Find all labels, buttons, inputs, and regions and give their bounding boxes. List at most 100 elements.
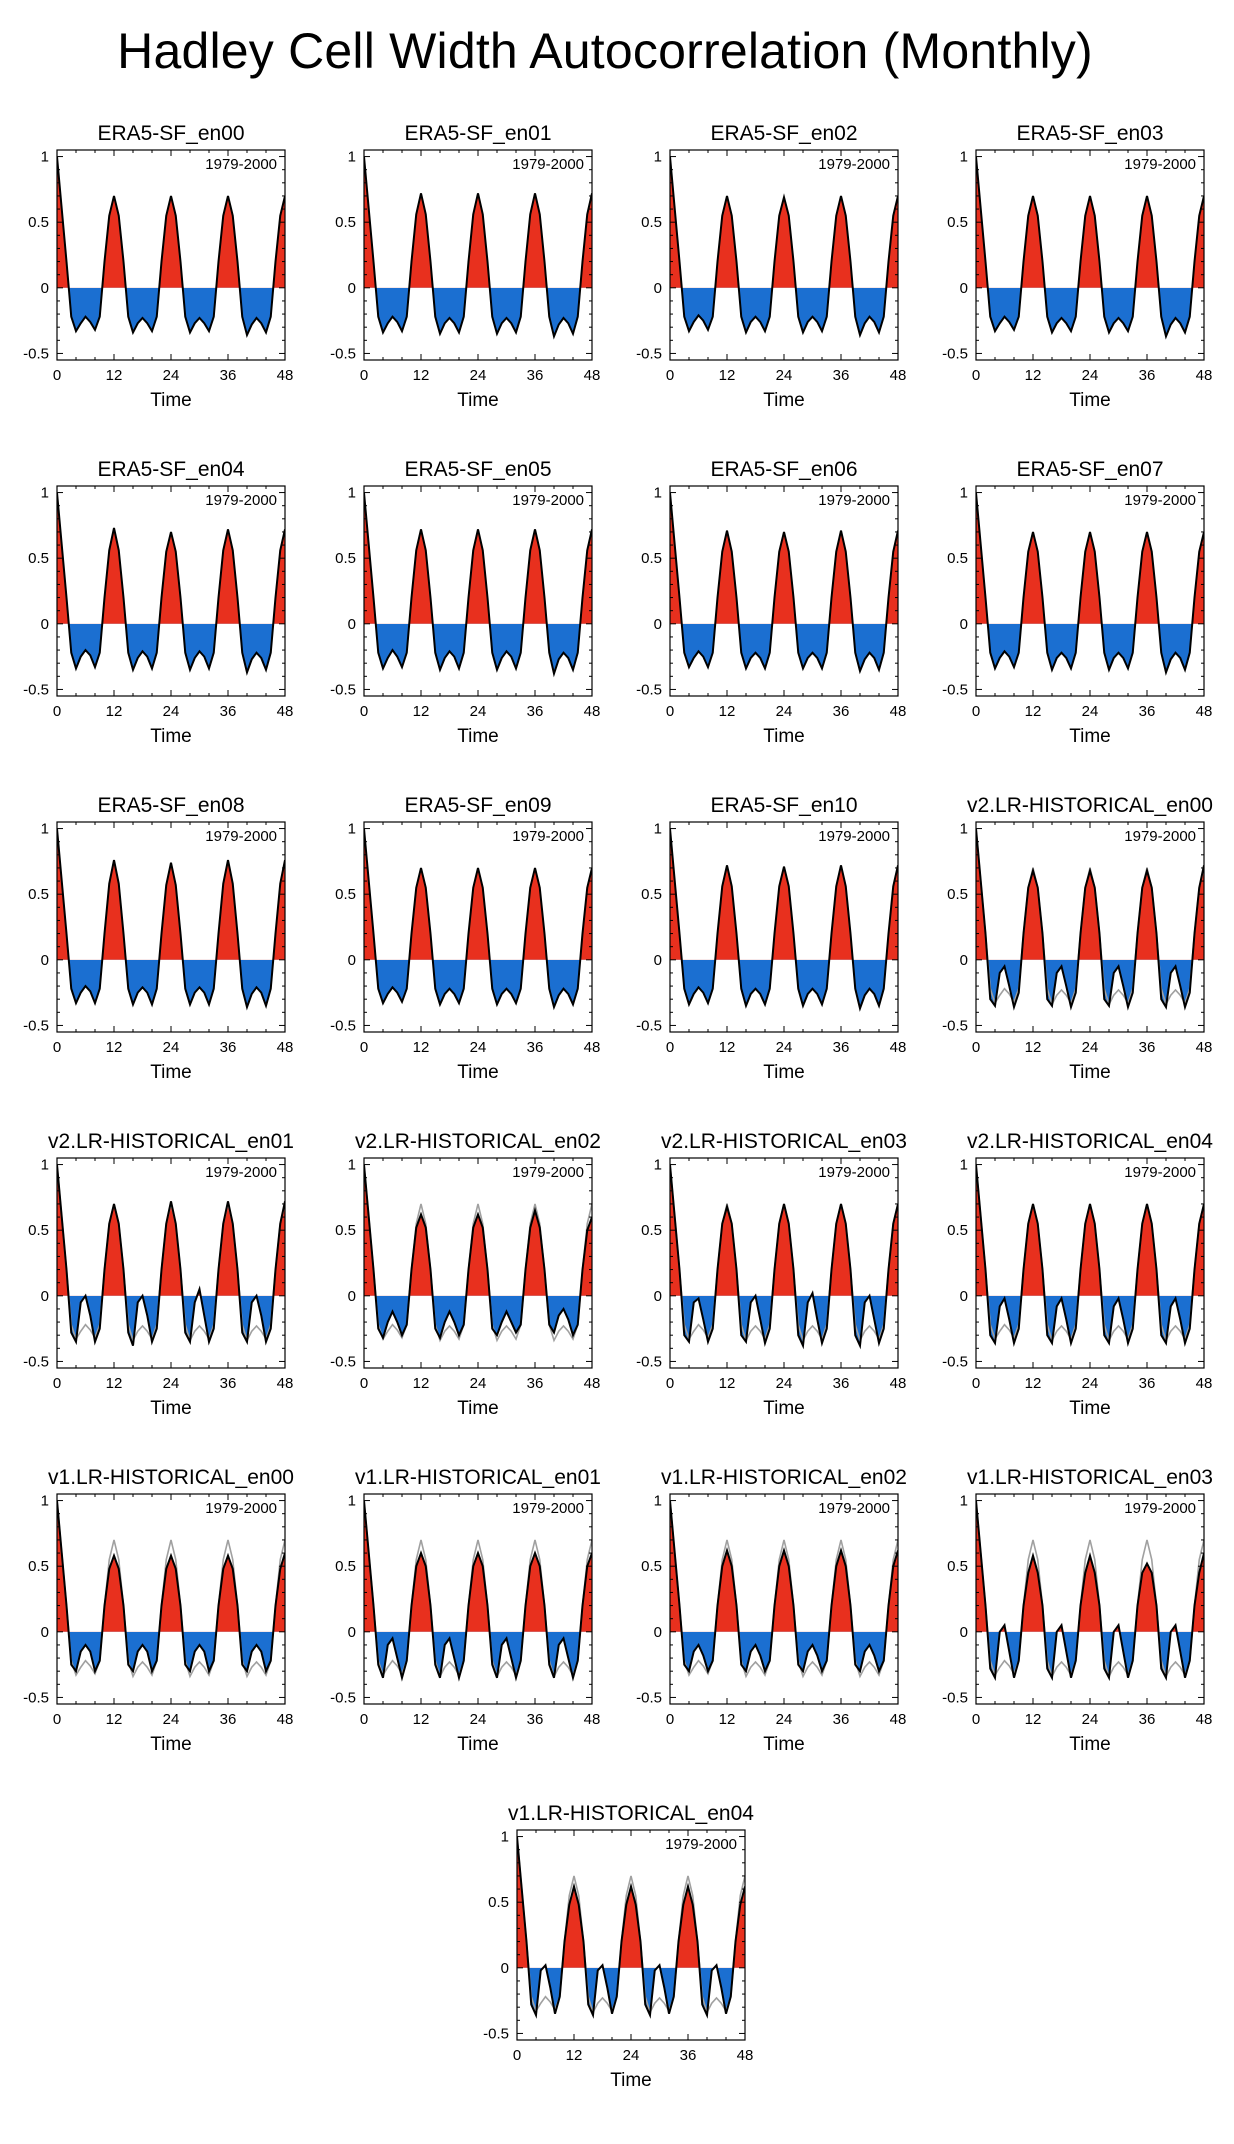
x-tick-label: 0 xyxy=(53,1375,61,1392)
positive-area xyxy=(670,156,898,288)
x-tick-label: 0 xyxy=(972,367,980,384)
x-axis-label: Time xyxy=(1069,390,1111,411)
positive-area xyxy=(364,156,592,288)
x-tick-label: 48 xyxy=(277,1039,294,1056)
series-line xyxy=(57,492,285,676)
negative-area xyxy=(976,287,1204,337)
y-tick-label: -0.5 xyxy=(636,345,662,362)
panel-15: v2.LR-HISTORICAL_en03-0.500.510 12 24 36 48T… xyxy=(636,1130,907,1419)
negative-area xyxy=(976,959,1204,1008)
y-tick-label: 0 xyxy=(960,1288,968,1305)
x-tick-label: 36 xyxy=(833,367,850,384)
x-tick-label: 0 xyxy=(666,1711,674,1728)
x-tick-label: 0 xyxy=(972,1039,980,1056)
y-tick-label: 1 xyxy=(654,821,662,838)
x-tick-label: 12 xyxy=(106,1375,123,1392)
x-tick-label: 12 xyxy=(1025,703,1042,720)
x-tick-label: 12 xyxy=(106,703,123,720)
x-tick-label: 36 xyxy=(833,703,850,720)
y-tick-label: 1 xyxy=(654,149,662,166)
y-tick-label: -0.5 xyxy=(330,1017,356,1034)
y-tick-label: 0.5 xyxy=(641,214,662,231)
panel-1: ERA5-SF_en00-0.500.510 12 24 36 48Time1979-2… xyxy=(23,122,293,411)
x-tick-label: 36 xyxy=(527,1039,544,1056)
y-tick-label: -0.5 xyxy=(330,681,356,698)
y-tick-label: 1 xyxy=(654,1493,662,1510)
negative-area xyxy=(57,1631,285,1672)
reference-line xyxy=(670,1500,898,1679)
y-tick-label: 1 xyxy=(348,821,356,838)
reference-line xyxy=(57,1500,285,1679)
x-axis-label: Time xyxy=(150,1734,192,1755)
series-line xyxy=(364,1164,592,1341)
y-tick-label: 0 xyxy=(41,1288,49,1305)
x-tick-label: 24 xyxy=(1082,367,1099,384)
panel-title: v2.LR-HISTORICAL_en02 xyxy=(355,1130,601,1153)
figure-title: Hadley Cell Width Autocorrelation (Month… xyxy=(117,23,1093,79)
panel-title: ERA5-SF_en01 xyxy=(404,122,551,145)
period-label: 1979-2000 xyxy=(512,828,584,845)
x-tick-label: 24 xyxy=(163,703,180,720)
x-tick-label: 12 xyxy=(566,2047,583,2064)
panel-5: ERA5-SF_en04-0.500.510 12 24 36 48Time1979-2… xyxy=(23,458,293,747)
negative-area xyxy=(670,1295,898,1346)
y-tick-label: -0.5 xyxy=(636,1689,662,1706)
positive-area xyxy=(670,828,898,960)
y-tick-label: -0.5 xyxy=(942,1689,968,1706)
y-tick-label: -0.5 xyxy=(23,1017,49,1034)
x-tick-label: 0 xyxy=(360,367,368,384)
x-axis-label: Time xyxy=(457,390,499,411)
y-tick-label: 0.5 xyxy=(947,214,968,231)
y-tick-label: 1 xyxy=(41,1157,49,1174)
series-line xyxy=(976,156,1204,340)
panel-title: v1.LR-HISTORICAL_en02 xyxy=(661,1466,907,1489)
x-tick-label: 0 xyxy=(360,1711,368,1728)
period-label: 1979-2000 xyxy=(512,492,584,509)
x-tick-label: 48 xyxy=(890,1711,907,1728)
x-tick-label: 0 xyxy=(360,703,368,720)
period-label: 1979-2000 xyxy=(205,492,277,509)
panel-21: v1.LR-HISTORICAL_en04-0.500.510 12 24 36 48T… xyxy=(483,1802,754,2091)
x-axis-label: Time xyxy=(150,390,192,411)
y-tick-label: 1 xyxy=(41,149,49,166)
positive-area xyxy=(976,1500,1204,1632)
panel-4: ERA5-SF_en03-0.500.510 12 24 36 48Time1979-2… xyxy=(942,122,1212,411)
x-tick-label: 24 xyxy=(470,1375,487,1392)
x-tick-label: 24 xyxy=(776,1711,793,1728)
y-tick-label: -0.5 xyxy=(23,681,49,698)
y-tick-label: 0 xyxy=(348,1624,356,1641)
x-axis-label: Time xyxy=(457,1734,499,1755)
x-axis-label: Time xyxy=(1069,1398,1111,1419)
x-tick-label: 12 xyxy=(413,1039,430,1056)
y-tick-label: -0.5 xyxy=(330,345,356,362)
x-tick-label: 0 xyxy=(360,1039,368,1056)
negative-area xyxy=(364,959,592,1008)
y-tick-label: 0 xyxy=(41,952,49,969)
period-label: 1979-2000 xyxy=(205,1500,277,1517)
x-axis-label: Time xyxy=(150,726,192,747)
period-label: 1979-2000 xyxy=(818,1164,890,1181)
y-tick-label: 0.5 xyxy=(947,550,968,567)
x-axis-label: Time xyxy=(763,726,805,747)
x-tick-label: 12 xyxy=(719,1375,736,1392)
x-axis-label: Time xyxy=(457,726,499,747)
period-label: 1979-2000 xyxy=(1124,1500,1196,1517)
x-tick-label: 36 xyxy=(1139,703,1156,720)
x-tick-label: 36 xyxy=(220,703,237,720)
y-tick-label: -0.5 xyxy=(636,681,662,698)
y-tick-label: 0 xyxy=(960,952,968,969)
x-tick-label: 24 xyxy=(1082,1039,1099,1056)
period-label: 1979-2000 xyxy=(512,1164,584,1181)
x-tick-label: 36 xyxy=(220,1375,237,1392)
x-tick-label: 0 xyxy=(666,1039,674,1056)
x-tick-label: 12 xyxy=(719,1711,736,1728)
panel-19: v1.LR-HISTORICAL_en02-0.500.510 12 24 36 48T… xyxy=(636,1466,907,1755)
y-tick-label: 0.5 xyxy=(947,886,968,903)
x-tick-label: 0 xyxy=(666,703,674,720)
panel-12: v2.LR-HISTORICAL_en00-0.500.510 12 24 36 48T… xyxy=(942,794,1213,1083)
y-tick-label: 1 xyxy=(41,821,49,838)
series-line xyxy=(57,156,285,339)
x-tick-label: 48 xyxy=(277,1375,294,1392)
x-axis-label: Time xyxy=(1069,1734,1111,1755)
x-tick-label: 24 xyxy=(776,367,793,384)
